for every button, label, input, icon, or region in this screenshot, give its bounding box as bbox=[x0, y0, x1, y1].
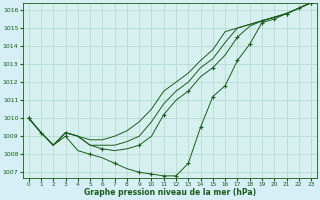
X-axis label: Graphe pression niveau de la mer (hPa): Graphe pression niveau de la mer (hPa) bbox=[84, 188, 256, 197]
